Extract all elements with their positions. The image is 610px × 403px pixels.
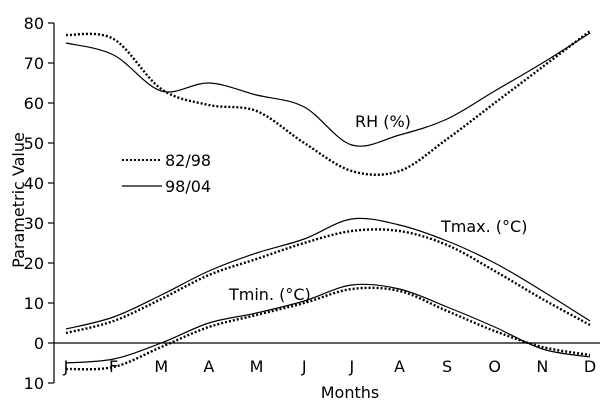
y-tick-label: 40: [24, 174, 44, 193]
annotation-tmin: Tmin. (°C): [228, 285, 311, 304]
y-tick-label: 10: [24, 374, 44, 393]
x-tick-label: J: [301, 357, 307, 376]
x-tick-label: N: [536, 357, 548, 376]
series-layer: [65, 30, 591, 371]
series-line-tmin-c-82-98: [65, 286, 591, 371]
x-tick-label: S: [442, 357, 452, 376]
x-tick-label: J: [63, 357, 69, 376]
x-tick-label: O: [488, 357, 501, 376]
x-tick-label: M: [154, 357, 168, 376]
legend: 82/98 98/04: [122, 151, 211, 196]
x-tick-label: D: [584, 357, 596, 376]
legend-label-98-04: 98/04: [165, 177, 211, 196]
x-tick-label: A: [394, 357, 405, 376]
y-ticks: 80 70 60 50 40 30 20 10 0 10: [24, 14, 54, 393]
series-line-rh-82-98: [65, 30, 591, 176]
y-tick-label: 50: [24, 134, 44, 153]
y-tick-label: 10: [24, 294, 44, 313]
y-tick-label: 30: [24, 214, 44, 233]
legend-label-82-98: 82/98: [165, 151, 211, 170]
y-axis-title: Parametric Value: [9, 132, 28, 268]
y-tick-label: 70: [24, 54, 44, 73]
y-tick-label: 20: [24, 254, 44, 273]
y-tick-label: 60: [24, 94, 44, 113]
x-tick-label: F: [109, 357, 118, 376]
x-tick-label: A: [203, 357, 214, 376]
annotation-rh: RH (%): [355, 112, 411, 131]
series-line-tmax-c-98-04: [65, 217, 591, 330]
series-line-tmax-c-82-98: [65, 228, 591, 335]
annotation-tmax: Tmax. (°C): [440, 217, 527, 236]
y-tick-label: 0: [34, 334, 44, 353]
x-axis-title: Months: [321, 383, 379, 402]
x-tick-label: M: [250, 357, 264, 376]
series-line-tmin-c-98-04: [65, 283, 591, 364]
y-tick-label: 80: [24, 14, 44, 33]
series-line-rh-98-04: [65, 32, 591, 147]
x-tick-label: J: [348, 357, 354, 376]
axes: [53, 23, 600, 383]
